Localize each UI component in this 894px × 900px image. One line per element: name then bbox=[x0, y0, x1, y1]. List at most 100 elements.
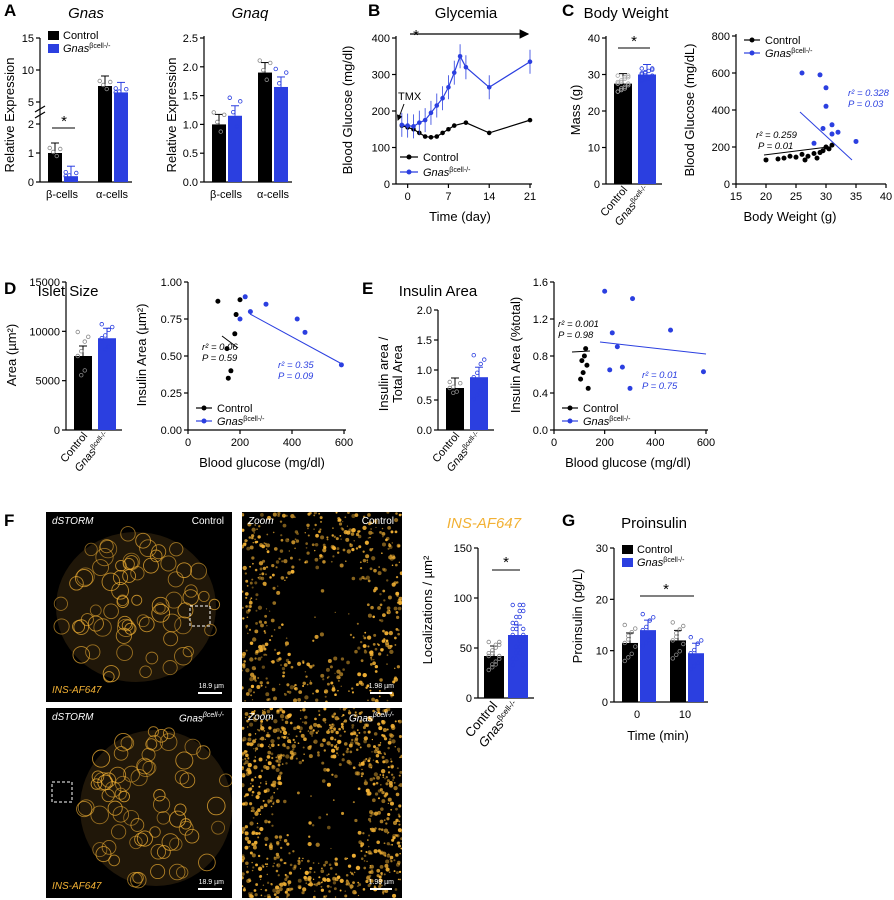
granule bbox=[390, 758, 392, 760]
granule bbox=[309, 744, 312, 748]
data-point-ko bbox=[823, 85, 829, 91]
granule bbox=[368, 878, 373, 883]
granule bbox=[266, 719, 269, 722]
granule bbox=[374, 664, 379, 669]
y-tick-label: 10 bbox=[596, 646, 608, 658]
granule bbox=[373, 732, 378, 736]
granule bbox=[358, 762, 361, 764]
granule bbox=[400, 754, 402, 758]
granule bbox=[271, 756, 274, 760]
granule bbox=[399, 852, 401, 855]
granule bbox=[251, 869, 254, 872]
granule bbox=[257, 577, 259, 579]
granule bbox=[330, 560, 333, 563]
granule bbox=[265, 780, 268, 783]
cell-outline bbox=[104, 781, 122, 798]
y-tick-label: 30 bbox=[596, 543, 608, 555]
legend-marker-control bbox=[567, 405, 573, 411]
granule bbox=[319, 632, 324, 637]
granule bbox=[265, 759, 268, 761]
y-tick-label: 0.75 bbox=[161, 314, 182, 326]
y-tick-label: 5 bbox=[28, 97, 34, 109]
granule bbox=[331, 773, 334, 776]
panel-letter-d: D bbox=[4, 279, 16, 298]
chart-c-scatter: Blood Glucose (mg/dL) Body Weight (g) 02… bbox=[682, 31, 892, 224]
granule bbox=[396, 871, 399, 875]
granule bbox=[264, 895, 266, 898]
granule bbox=[337, 717, 340, 720]
data-point bbox=[231, 109, 236, 115]
granule bbox=[368, 870, 372, 874]
granule bbox=[329, 726, 333, 730]
data-point bbox=[261, 67, 266, 73]
data-point bbox=[639, 78, 644, 83]
data-point bbox=[493, 642, 498, 647]
granule bbox=[317, 753, 320, 757]
legend-label-control: Control bbox=[423, 152, 458, 164]
granule bbox=[336, 675, 341, 680]
granule bbox=[381, 790, 385, 795]
granule bbox=[243, 762, 246, 766]
y-tick-label: 1.5 bbox=[417, 335, 432, 347]
granule bbox=[250, 694, 253, 697]
granule bbox=[368, 530, 373, 535]
granule bbox=[379, 530, 382, 534]
data-point bbox=[639, 71, 644, 76]
granule bbox=[281, 513, 286, 518]
granule bbox=[394, 517, 399, 523]
granule bbox=[286, 690, 290, 693]
x-tick-label: β-cells bbox=[46, 189, 78, 201]
y-tick-label: 1.6 bbox=[533, 277, 548, 289]
x-axis-label: Blood glucose (mg/dl) bbox=[565, 455, 691, 470]
granule bbox=[372, 776, 375, 779]
granule bbox=[386, 842, 390, 846]
granule bbox=[253, 717, 258, 722]
granule bbox=[378, 689, 381, 692]
cell-outline bbox=[120, 736, 135, 750]
granule bbox=[357, 534, 362, 539]
granule bbox=[353, 540, 355, 542]
granule bbox=[266, 550, 270, 554]
legend-marker-ko bbox=[567, 418, 573, 424]
data-point bbox=[688, 651, 693, 656]
cell-outline bbox=[92, 559, 109, 576]
data-point bbox=[99, 322, 104, 327]
cell-outline bbox=[121, 619, 134, 632]
granule bbox=[326, 536, 329, 539]
data-point-ko bbox=[811, 140, 817, 146]
granule bbox=[315, 731, 319, 735]
data-point bbox=[626, 73, 631, 78]
granule bbox=[378, 878, 383, 883]
data-point-control bbox=[820, 148, 826, 154]
granule bbox=[334, 862, 339, 867]
data-point bbox=[521, 626, 526, 632]
cell-outline bbox=[138, 616, 155, 633]
granule bbox=[353, 731, 357, 736]
granule bbox=[267, 895, 272, 898]
stat-p-ko: P = 0.75 bbox=[642, 381, 678, 392]
granule bbox=[393, 781, 396, 784]
granule bbox=[256, 728, 259, 731]
granule bbox=[288, 871, 293, 875]
data-point bbox=[264, 77, 269, 82]
granule bbox=[379, 774, 382, 776]
granule bbox=[363, 860, 366, 862]
granule bbox=[295, 539, 300, 543]
cell-outline bbox=[151, 596, 170, 615]
granule bbox=[390, 760, 393, 763]
data-point bbox=[51, 149, 56, 155]
data-point bbox=[695, 660, 700, 666]
granule bbox=[254, 538, 256, 541]
y-tick-label: 15 bbox=[22, 33, 34, 45]
data-point-ko bbox=[263, 301, 269, 307]
granule bbox=[287, 652, 291, 657]
image-caption: dSTORM bbox=[52, 712, 94, 723]
granule bbox=[322, 543, 326, 547]
data-point-control bbox=[440, 130, 445, 136]
granule bbox=[307, 730, 310, 732]
data-point bbox=[517, 602, 522, 608]
granule bbox=[320, 529, 322, 531]
granule bbox=[302, 684, 305, 688]
y-tick-label: 300 bbox=[372, 70, 390, 82]
granule bbox=[270, 635, 273, 638]
